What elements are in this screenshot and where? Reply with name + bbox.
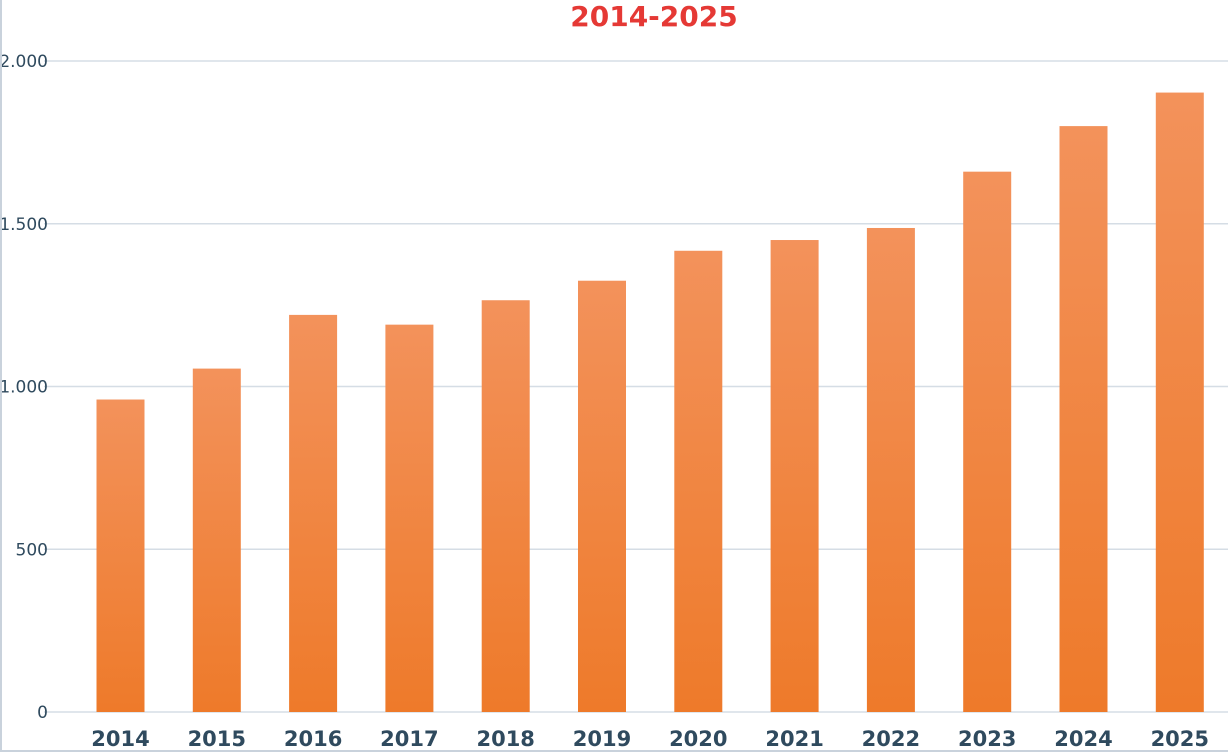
x-tick-label: 2017 [380, 727, 438, 751]
bottom-frame-line [0, 750, 1228, 752]
chart-title: 2014-2025 [570, 0, 737, 33]
x-axis-ticks: 2014 2015 2016 2017 2018 2019 2020 2021 2022 2023… [91, 727, 1209, 751]
bar-2025 [1155, 92, 1204, 713]
bar-2016 [289, 314, 338, 712]
x-tick-label: 2015 [188, 727, 246, 751]
x-tick-label: 2022 [862, 727, 920, 751]
y-tick-label: 1.500 [0, 215, 48, 235]
x-tick-label: 2021 [765, 727, 823, 751]
bar-2022 [866, 227, 915, 712]
bar-2018 [481, 300, 530, 712]
x-tick-label: 2018 [476, 727, 534, 751]
x-tick-label: 2024 [1054, 727, 1112, 751]
bar-2020 [674, 250, 723, 713]
x-tick-label: 2023 [958, 727, 1016, 751]
bar-2019 [578, 280, 626, 712]
x-tick-label: 2014 [91, 727, 149, 751]
y-tick-label: 500 [16, 540, 48, 560]
x-tick-label: 2019 [573, 727, 631, 751]
y-tick-label: 0 [37, 703, 48, 723]
bar-2015 [192, 368, 241, 712]
bar-2017 [385, 324, 434, 712]
y-axis-ticks: 0 500 1.000 1.500 2.000 [0, 52, 48, 723]
x-tick-label: 2020 [669, 727, 727, 751]
grid-lines [44, 60, 1228, 713]
bar-2024 [1059, 126, 1108, 713]
x-tick-label: 2025 [1151, 727, 1209, 751]
x-tick-label: 2016 [284, 727, 342, 751]
bar-2014 [96, 399, 145, 712]
bars [96, 92, 1204, 713]
bar-2021 [770, 240, 819, 712]
y-tick-label: 1.000 [0, 378, 48, 398]
y-tick-label: 2.000 [0, 52, 48, 72]
left-frame-line [0, 0, 2, 752]
bar-2023 [963, 171, 1012, 713]
